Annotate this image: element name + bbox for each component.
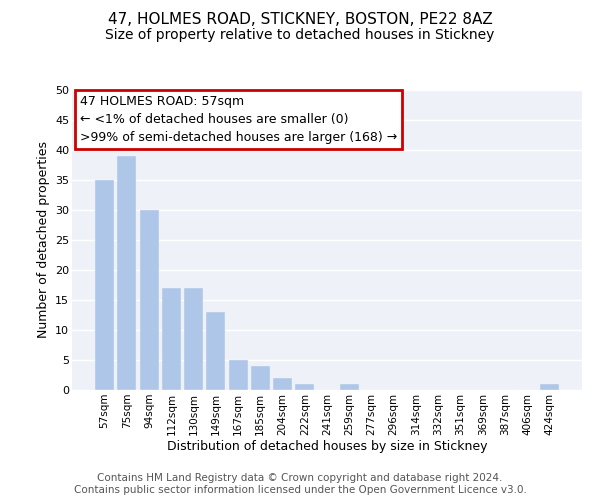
Bar — [251, 366, 270, 390]
Bar — [95, 180, 114, 390]
Text: 47 HOLMES ROAD: 57sqm
← <1% of detached houses are smaller (0)
>99% of semi-deta: 47 HOLMES ROAD: 57sqm ← <1% of detached … — [80, 94, 397, 144]
Bar — [118, 156, 136, 390]
Text: 47, HOLMES ROAD, STICKNEY, BOSTON, PE22 8AZ: 47, HOLMES ROAD, STICKNEY, BOSTON, PE22 … — [107, 12, 493, 28]
X-axis label: Distribution of detached houses by size in Stickney: Distribution of detached houses by size … — [167, 440, 487, 454]
Bar — [206, 312, 225, 390]
Bar — [295, 384, 314, 390]
Bar — [273, 378, 292, 390]
Bar — [162, 288, 181, 390]
Bar — [140, 210, 158, 390]
Bar — [340, 384, 359, 390]
Text: Size of property relative to detached houses in Stickney: Size of property relative to detached ho… — [106, 28, 494, 42]
Text: Contains HM Land Registry data © Crown copyright and database right 2024.
Contai: Contains HM Land Registry data © Crown c… — [74, 474, 526, 495]
Bar — [184, 288, 203, 390]
Y-axis label: Number of detached properties: Number of detached properties — [37, 142, 50, 338]
Bar — [540, 384, 559, 390]
Bar — [229, 360, 248, 390]
